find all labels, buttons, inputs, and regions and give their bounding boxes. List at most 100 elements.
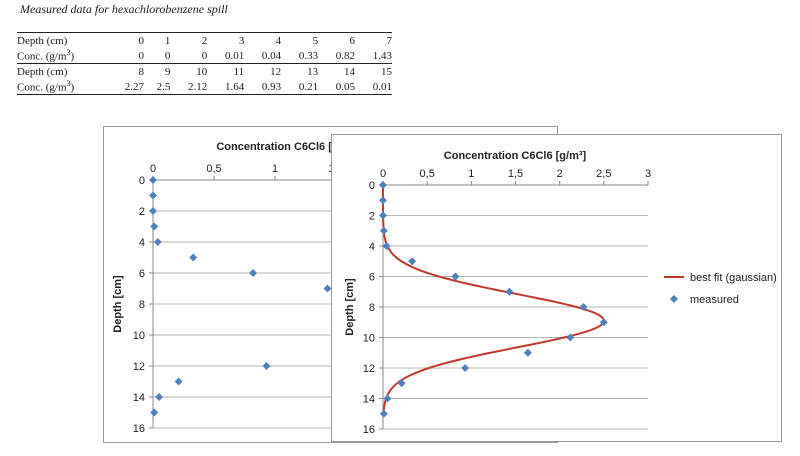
chart-measured-svg: Concentration C6Cl6 [g, 0 2 4 6 8 10 12 14 16 0 0,5… xyxy=(112,141,343,435)
data-point xyxy=(174,377,183,386)
row-header-conc: Conc. (g/m3) xyxy=(17,48,107,64)
y-tick-label: 12 xyxy=(133,361,145,373)
chart-root: Concentration C6Cl6 [g/m³]02468101214160… xyxy=(344,150,777,436)
x-tick-label: 2 xyxy=(557,168,563,180)
row-header-depth: Depth (cm) xyxy=(17,32,107,48)
table-cell: 6 xyxy=(318,32,355,48)
table-cell: 11 xyxy=(207,63,245,79)
data-point xyxy=(149,191,157,200)
row-header-depth: Depth (cm) xyxy=(17,63,107,79)
data-point xyxy=(379,211,387,220)
x-tick-label: 0,5 xyxy=(420,168,435,180)
chart-fit-svg: Concentration C6Cl6 [g/m³]02468101214160… xyxy=(344,150,777,436)
y-axis-label: Depth [cm] xyxy=(344,278,356,336)
table-cell: 0.93 xyxy=(244,79,282,95)
table-cell: 12 xyxy=(244,63,282,79)
y-tick-label: 8 xyxy=(139,299,145,311)
table-cell: 2.12 xyxy=(170,79,208,95)
data-point xyxy=(461,364,470,372)
conc-label-prefix: Conc. (g/m xyxy=(17,81,67,94)
y-tick-label: 12 xyxy=(363,363,375,375)
data-point xyxy=(505,287,514,296)
y-tick-label: 6 xyxy=(139,268,145,280)
table-cell: 13 xyxy=(281,63,319,79)
table-cell: 0 xyxy=(201,49,208,62)
chart-title: Concentration C6Cl6 [g/m³] xyxy=(444,150,587,162)
x-tick-label: 0 xyxy=(380,168,386,180)
y-tick-label: 2 xyxy=(369,211,375,223)
table-cell: 9 xyxy=(143,63,171,79)
x-tick-label: 2,5 xyxy=(596,168,611,180)
x-tick-label: 1 xyxy=(272,163,278,175)
data-point xyxy=(523,348,532,357)
data-point xyxy=(249,269,258,277)
data-point xyxy=(566,333,575,342)
table-cell: 4 xyxy=(244,32,282,48)
data-point xyxy=(379,181,387,189)
table-cell: 0.33 xyxy=(298,49,319,62)
x-tick-label: 1,5 xyxy=(328,163,343,175)
chart-title: Concentration C6Cl6 [g, xyxy=(216,141,341,153)
table-cell: 7 xyxy=(355,32,392,48)
table-cell: 14 xyxy=(318,63,355,79)
table-row-conc-2: Conc. (g/m3) 2.27 2.5 2.12 1.64 0.93 0.21 0.05 0… xyxy=(17,79,392,95)
table-cell: 1.43 xyxy=(372,49,392,62)
legend-label: best fit (gaussian) xyxy=(690,272,777,284)
data-point xyxy=(408,257,417,266)
data-point xyxy=(189,253,198,262)
row-header-conc: Conc. (g/m3) xyxy=(17,79,107,95)
table-cell: 8 xyxy=(107,63,144,79)
legend-label: measured xyxy=(690,294,739,306)
y-tick-label: 10 xyxy=(133,330,145,342)
fit-line xyxy=(382,185,605,414)
data-point xyxy=(150,222,159,231)
x-tick-label: 3 xyxy=(645,168,651,180)
table-cell: 0 xyxy=(138,49,144,62)
data-point xyxy=(379,196,387,205)
conc-label-prefix: Conc. (g/m xyxy=(17,50,67,63)
data-point xyxy=(155,393,164,401)
y-tick-label: 0 xyxy=(139,175,145,187)
table-cell: 2 xyxy=(170,32,208,48)
table-cell: 0.05 xyxy=(318,79,355,95)
table-cell: 1.64 xyxy=(207,79,245,95)
data-point xyxy=(150,408,159,417)
data-point xyxy=(599,318,608,327)
y-tick-label: 4 xyxy=(369,241,375,253)
table-cell: 3 xyxy=(207,32,245,48)
conc-label-sup: 3 xyxy=(66,48,71,58)
table-cell: 0.01 xyxy=(355,79,392,95)
conc-label-suffix: ) xyxy=(70,81,75,94)
data-point xyxy=(451,272,460,281)
table-cell: 0.21 xyxy=(281,79,319,95)
plot-area xyxy=(149,176,332,417)
data-point xyxy=(670,295,678,303)
data-point xyxy=(397,379,406,388)
legend: best fit (gaussian) measured xyxy=(664,272,777,306)
series-measured xyxy=(149,176,332,417)
data-point xyxy=(149,207,157,215)
table-row-depth-2: Depth (cm) 8 9 10 11 12 13 14 15 xyxy=(17,63,392,79)
x-tick-label: 0,5 xyxy=(206,163,221,175)
data-point xyxy=(149,176,157,184)
data-point xyxy=(262,362,271,370)
table-row-depth-1: Depth (cm) 0 1 2 3 4 5 6 7 xyxy=(17,32,392,48)
table-cell: 0.82 xyxy=(335,49,355,62)
x-tick-label: 1 xyxy=(468,168,474,180)
y-tick-label: 2 xyxy=(139,206,145,218)
y-tick-label: 16 xyxy=(363,424,375,436)
table-cell: 0.04 xyxy=(261,49,282,62)
table-cell: 2.27 xyxy=(107,79,144,95)
table-cell: 0.01 xyxy=(224,49,245,62)
table-cell: 15 xyxy=(355,63,392,79)
chart-panel-fit[interactable]: Concentration C6Cl6 [g/m³] 0 2 4 6 8 10 12 14 16 0… xyxy=(331,134,782,442)
table-cell: 2.5 xyxy=(143,79,171,95)
chart-root: Concentration C6Cl6 [g, 0 2 4 6 8 10 12 14 16 0 0,5… xyxy=(112,141,343,435)
table-cell: 10 xyxy=(170,63,208,79)
data-point xyxy=(153,238,162,246)
y-tick-label: 4 xyxy=(139,237,145,249)
data-point xyxy=(383,394,392,403)
y-axis-label: Depth [cm] xyxy=(112,275,124,333)
plot-area xyxy=(379,181,608,418)
table-cell: 1 xyxy=(143,32,171,48)
